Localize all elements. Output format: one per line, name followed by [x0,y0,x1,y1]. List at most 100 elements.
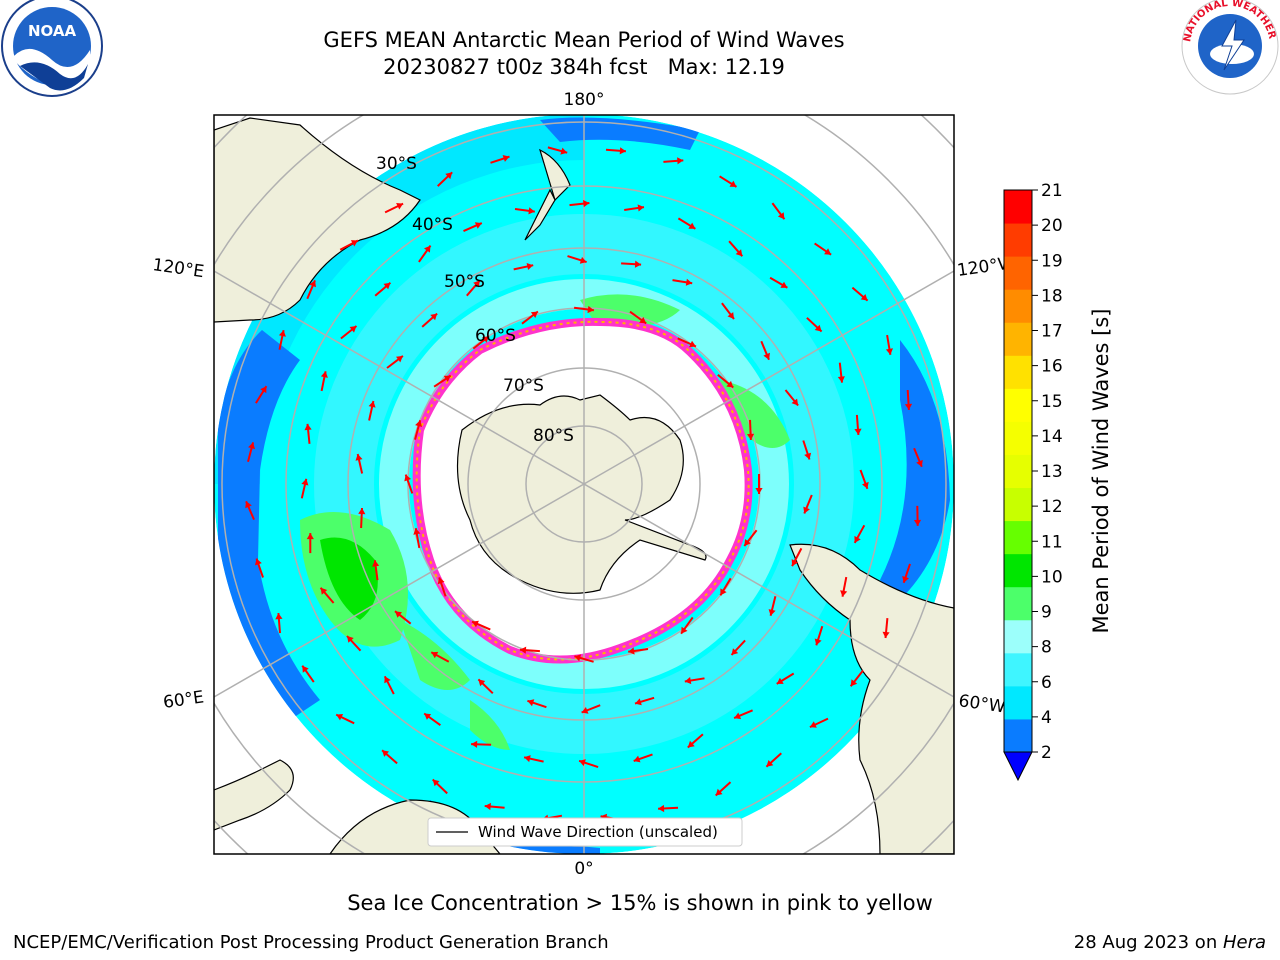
legend-box [427,817,743,847]
meridian-label-0: 0° [574,859,593,879]
wave-direction-arrowhead [309,280,316,288]
wave-direction-arrowhead [396,203,404,210]
svg-text:NOAA: NOAA [28,22,77,40]
colorbar-tick-label: 6 [1041,673,1052,693]
wave-direction-arrowhead [628,647,635,655]
lat-label-60s: 60°S [475,326,516,346]
wave-direction-arrowhead [278,330,286,337]
wave-direction-arrowhead [355,454,363,461]
colorbar-extend-arrow [1003,751,1033,782]
wave-direction-arrowhead [260,386,267,394]
wave-direction-arrowhead [415,420,423,427]
wave-direction-arrowhead [744,539,751,546]
wave-direction-arrowhead [766,760,774,767]
australia-landmass [214,117,421,323]
wave-direction-arrowhead [809,721,817,728]
legend-label: Wind Wave Direction (unscaled) [478,823,718,841]
colorbar-segment [1004,652,1032,687]
colorbar-segment [1004,421,1032,455]
wave-direction-arrowhead [502,155,510,162]
wave-direction-arrowhead [248,442,255,450]
wave-direction-arrowhead [791,398,799,406]
nws-logo-icon: NATIONAL WEATHER SERVICE [0,0,1279,95]
wave-direction-arrowhead [913,519,922,526]
wave-direction-arrowhead [519,646,527,654]
meridian-label-180: 180° [564,90,605,110]
wave-direction-arrowhead [347,636,354,643]
wave-direction-arrowhead [755,488,763,494]
colorbar-tick-label: 11 [1041,532,1063,552]
lat-label-50s: 50°S [444,272,485,292]
wind-wave-arrows [245,146,923,822]
colorbar-tick-label: 8 [1041,638,1052,658]
wave-direction-arrowhead [396,355,403,363]
wave-direction-arrowhead [689,340,696,348]
wave-direction-arrowhead [579,759,586,767]
chart-title: GEFS MEAN Antarctic Mean Period of Wind … [323,28,845,52]
wave-direction-arrowhead [471,740,478,748]
wave-direction-arrowhead [916,459,923,467]
wave-direction-arrowhead [320,371,328,378]
wave-direction-arrowhead [862,481,869,489]
meridian-label-60e: 60°E [162,687,205,712]
wave-direction-arrowhead [478,679,486,687]
wave-direction-arrowhead [587,305,594,314]
wave-direction-arrowhead [882,631,890,638]
colorbar-segment [1004,256,1032,290]
wave-direction-arrowhead [484,802,491,811]
wave-direction-arrowhead [727,312,734,319]
colorbar-segment [1004,190,1032,224]
wave-direction-arrowhead [850,679,858,687]
wave-direction-arrowhead [658,804,665,813]
wave-direction-arrowhead [854,428,862,435]
wave-direction-arrowhead [837,376,845,383]
colorbar-tick-label: 15 [1041,392,1063,412]
wave-direction-arrowhead [791,559,799,567]
colorbar-tick-label: 21 [1041,181,1063,201]
wave-direction-arrowhead [634,260,642,268]
wave-direction-arrowhead [747,433,755,440]
colorbar-tick-label: 4 [1041,708,1052,728]
wave-direction-arrowhead [735,249,743,257]
wave-direction-arrowhead [383,282,391,290]
wave-direction-arrowhead [473,280,480,288]
wave-direction-arrowhead [304,423,312,431]
wave-direction-arrowhead [581,707,589,714]
wave-direction-arrowhead [635,698,642,706]
wave-direction-arrowhead [579,256,587,264]
noaa-logo-icon: NOAA [1,0,103,97]
wave-direction-arrowhead [526,263,534,270]
wave-direction-arrowhead [413,528,421,535]
wave-direction-arrowhead [904,403,913,410]
colorbar-segment [1004,685,1032,720]
wave-direction-arrowhead [432,779,440,787]
wave-direction-arrowhead [677,157,684,165]
chart-subtitle: 20230827 t00z 384h fcst Max: 12.19 [383,55,785,79]
wave-direction-arrowhead [715,788,723,796]
wave-direction-arrowhead [482,336,489,343]
colorbar-tick-label: 18 [1041,286,1063,306]
colorbar-segment [1004,586,1032,621]
wave-direction-arrowhead [860,294,868,301]
colorbar-segment [1004,520,1032,555]
footer-credit: NCEP/EMC/Verification Post Processing Pr… [13,932,609,953]
wave-direction-arrowhead [560,147,568,155]
wave-direction-arrowhead [368,401,376,408]
colorbar-tick-label: 13 [1041,462,1063,482]
wave-direction-arrowhead [734,712,742,720]
wave-direction-arrowhead [245,501,252,509]
colorbar-segment [1004,487,1032,522]
wave-direction-arrowhead [395,611,402,618]
colorbar-tick-label: 19 [1041,251,1063,271]
wave-direction-arrowhead [824,248,832,255]
wave-direction-arrowhead [583,200,590,208]
wave-direction-arrowhead [472,620,479,628]
wave-direction-arrowhead [619,147,626,155]
colorbar-segment [1004,388,1032,422]
wave-direction-arrowhead [637,204,644,212]
wave-direction-arrowhead [255,558,262,566]
wave-direction-arrowhead [424,713,432,720]
wave-direction-arrowhead [382,750,389,757]
wave-direction-arrowhead [681,626,688,634]
